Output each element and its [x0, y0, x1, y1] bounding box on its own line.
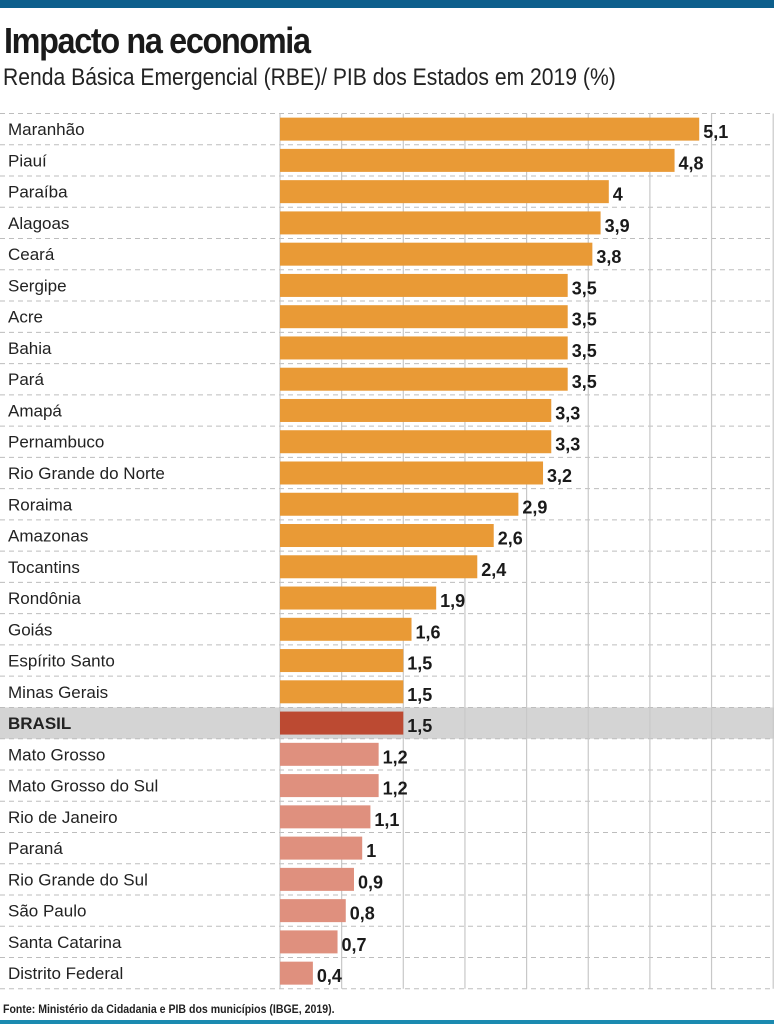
- category-label: Paraná: [8, 839, 63, 858]
- category-label: Rio Grande do Sul: [8, 870, 148, 889]
- bar: [280, 367, 568, 391]
- bar: [280, 774, 379, 798]
- value-label: 3,5: [572, 341, 597, 361]
- category-label: Rio Grande do Norte: [8, 464, 165, 483]
- value-label: 1: [366, 841, 376, 861]
- category-label: Minas Gerais: [8, 683, 108, 702]
- value-label: 3,8: [596, 247, 621, 267]
- bar: [280, 961, 313, 985]
- value-label: 0,7: [342, 935, 367, 955]
- value-label: 3,3: [555, 435, 580, 455]
- bar: [280, 117, 700, 141]
- bar: [280, 867, 354, 891]
- value-label: 5,1: [703, 122, 728, 142]
- category-label: Rondônia: [8, 589, 81, 608]
- category-label: Espírito Santo: [8, 652, 115, 671]
- category-label: Pará: [8, 370, 44, 389]
- category-label: BRASIL: [8, 714, 71, 733]
- bar: [280, 742, 379, 766]
- bar: [280, 180, 609, 204]
- bar: [280, 617, 412, 641]
- category-label: Acre: [8, 308, 43, 327]
- category-label: Pernambuco: [8, 433, 104, 452]
- value-label: 4,8: [679, 153, 704, 173]
- bar: [280, 930, 338, 954]
- value-label: 4: [613, 185, 623, 205]
- bar: [280, 836, 363, 860]
- category-label: Amazonas: [8, 527, 88, 546]
- source-note: Fonte: Ministério da Cidadania e PIB dos…: [3, 1002, 335, 1016]
- category-label: São Paulo: [8, 902, 86, 921]
- bar-chart: Maranhão 5,1 Piauí 4,8 Paraíba 4 Alagoas 3,9 Cea…: [0, 113, 774, 990]
- category-label: Tocantins: [8, 558, 80, 577]
- value-label: 1,2: [383, 747, 408, 767]
- category-label: Sergipe: [8, 276, 67, 295]
- category-label: Distrito Federal: [8, 964, 123, 983]
- bar: [280, 680, 404, 704]
- value-label: 1,2: [383, 779, 408, 799]
- value-label: 3,5: [572, 372, 597, 392]
- top-rule: [0, 0, 774, 8]
- category-label: Santa Catarina: [8, 933, 122, 952]
- bar: [280, 148, 675, 172]
- value-label: 3,9: [605, 216, 630, 236]
- bar: [280, 711, 404, 735]
- bar: [280, 586, 437, 610]
- chart-subtitle: Renda Básica Emergencial (RBE)/ PIB dos …: [3, 64, 616, 91]
- category-label: Amapá: [8, 401, 62, 420]
- category-label: Ceará: [8, 245, 55, 264]
- bar: [280, 461, 544, 485]
- category-label: Mato Grosso do Sul: [8, 777, 158, 796]
- bar: [280, 524, 494, 548]
- value-label: 0,4: [317, 966, 342, 986]
- value-label: 2,6: [498, 529, 523, 549]
- bar: [280, 805, 371, 829]
- bar: [280, 336, 568, 360]
- chart-title: Impacto na economia: [4, 20, 311, 61]
- category-label: Mato Grosso: [8, 745, 105, 764]
- category-label: Alagoas: [8, 214, 69, 233]
- value-label: 1,5: [407, 716, 432, 736]
- value-label: 1,5: [407, 654, 432, 674]
- value-label: 0,8: [350, 904, 375, 924]
- value-label: 1,6: [416, 622, 441, 642]
- value-label: 3,5: [572, 310, 597, 330]
- value-label: 3,5: [572, 278, 597, 298]
- value-label: 1,5: [407, 685, 432, 705]
- value-label: 2,9: [522, 497, 547, 517]
- category-label: Roraima: [8, 495, 73, 514]
- bar: [280, 555, 478, 579]
- bar: [280, 899, 346, 923]
- category-label: Paraíba: [8, 183, 68, 202]
- bar: [280, 211, 601, 235]
- bar: [280, 398, 552, 422]
- value-label: 3,3: [555, 403, 580, 423]
- bar: [280, 273, 568, 297]
- bar: [280, 492, 519, 516]
- bottom-rule: [0, 1020, 774, 1024]
- category-label: Rio de Janeiro: [8, 808, 118, 827]
- category-label: Maranhão: [8, 120, 85, 139]
- bar: [280, 305, 568, 329]
- bar: [280, 242, 593, 266]
- value-label: 1,9: [440, 591, 465, 611]
- value-label: 0,9: [358, 872, 383, 892]
- bar: [280, 430, 552, 454]
- value-label: 3,2: [547, 466, 572, 486]
- value-label: 1,1: [374, 810, 399, 830]
- bar: [280, 649, 404, 673]
- category-label: Bahia: [8, 339, 52, 358]
- value-label: 2,4: [481, 560, 506, 580]
- category-label: Goiás: [8, 620, 52, 639]
- category-label: Piauí: [8, 151, 47, 170]
